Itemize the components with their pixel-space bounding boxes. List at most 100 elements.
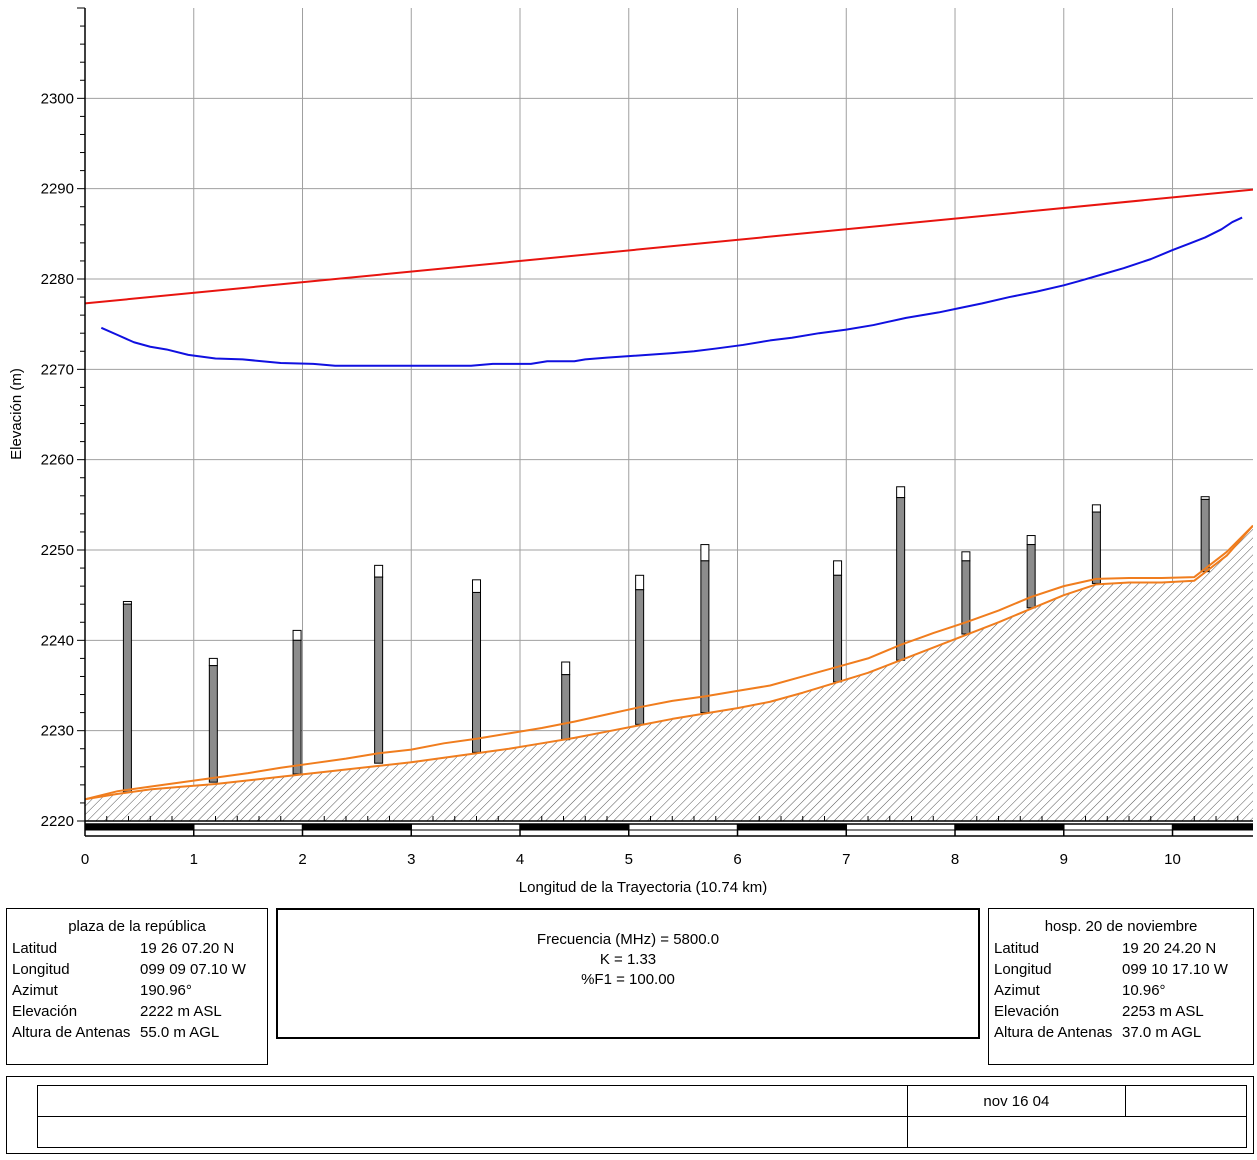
- scale-bar-segment: [955, 824, 1064, 830]
- y-tick-label: 2300: [41, 90, 74, 107]
- obstruction-cap: [1026, 535, 1036, 546]
- path-profile-chart: 2220 2230 2240 2250 2260 2270 2280 2290 2300 0 1 2 3…: [8, 7, 1253, 896]
- site-info-value: 19 20 24.20 N: [1122, 940, 1217, 957]
- site-info-row: Altura de Antenas 37.0 m AGL: [989, 1022, 1253, 1043]
- title-block: nov 16 04: [6, 1076, 1254, 1154]
- obstructions: [122, 486, 1210, 793]
- frequency-text: Frecuencia (MHz) = 5800.0: [536, 931, 720, 948]
- site-info-label: Altura de Antenas: [994, 1024, 1113, 1041]
- site-a-name: plaza de la república: [68, 918, 206, 935]
- title-block-cell: [1125, 1085, 1247, 1117]
- obstruction-bar: [561, 674, 571, 741]
- obstruction-bar: [700, 560, 710, 714]
- obstruction-cap: [961, 551, 971, 562]
- x-tick-label: 5: [625, 851, 633, 868]
- site-info-row: Latitud 19 20 24.20 N: [989, 938, 1253, 959]
- x-tick-label: 10: [1164, 851, 1181, 868]
- y-tick-label: 2270: [41, 361, 74, 378]
- x-tick-label: 7: [842, 851, 850, 868]
- link-parameters-panel: Frecuencia (MHz) = 5800.0 K = 1.33 %F1 =…: [276, 908, 980, 1039]
- obstruction-bar: [122, 603, 132, 793]
- site-info-value: 10.96°: [1122, 982, 1166, 999]
- obstruction-cap: [833, 560, 843, 576]
- axes: [84, 8, 1253, 824]
- site-a-panel: plaza de la república Latitud 19 26 07.20…: [6, 908, 268, 1065]
- site-info-value: 099 10 17.10 W: [1122, 961, 1228, 978]
- y-axis-label: Elevación (m): [8, 368, 25, 460]
- site-info-row: Elevación 2222 m ASL: [7, 1001, 267, 1022]
- site-info-label: Azimut: [12, 982, 58, 999]
- site-info-row: Altura de Antenas 55.0 m AGL: [7, 1022, 267, 1043]
- obstruction-cap: [700, 544, 710, 562]
- obstruction-cap: [208, 657, 218, 667]
- site-a-rows: Latitud 19 26 07.20 N Longitud 099 09 07.10…: [7, 938, 267, 1043]
- y-tick-label: 2290: [41, 181, 74, 198]
- site-info-row: Elevación 2253 m ASL: [989, 1001, 1253, 1022]
- site-info-value: 37.0 m AGL: [1122, 1024, 1202, 1041]
- x-tick-label: 4: [516, 851, 524, 868]
- terrain-fill: [85, 525, 1253, 821]
- site-info-row: Azimut 190.96°: [7, 980, 267, 1001]
- site-b-rows: Latitud 19 20 24.20 N Longitud 099 10 17.10…: [989, 938, 1253, 1043]
- scale-bar-segment: [520, 824, 629, 830]
- site-info-row: Longitud 099 10 17.10 W: [989, 959, 1253, 980]
- site-info-value: 2222 m ASL: [140, 1003, 222, 1020]
- obstruction-cap: [472, 579, 482, 593]
- obstruction-bar: [1091, 511, 1101, 584]
- series-line-fresnel-zone: [100, 216, 1243, 367]
- k-factor-text: K = 1.33: [599, 951, 657, 968]
- y-tick-label: 2230: [41, 723, 74, 740]
- site-info-label: Latitud: [994, 940, 1040, 957]
- title-block-cell: [37, 1116, 908, 1148]
- site-info-value: 55.0 m AGL: [140, 1024, 220, 1041]
- scale-bar-segment: [737, 824, 847, 830]
- x-tick-label: 3: [407, 851, 415, 868]
- series-lines: [85, 188, 1253, 801]
- fresnel-percent-text: %F1 = 100.00: [581, 971, 675, 988]
- x-tick-label: 1: [190, 851, 198, 868]
- site-info-row: Azimut 10.96°: [989, 980, 1253, 1001]
- axis-ticks: 2220 2230 2240 2250 2260 2270 2280 2290 2300 0 1 2 3…: [41, 7, 1239, 868]
- y-tick-label: 2220: [41, 813, 74, 830]
- obstruction-bar: [635, 589, 645, 725]
- scale-bar-segment: [302, 824, 412, 830]
- x-axis-label: Longitud de la Trayectoria (10.74 km): [519, 879, 767, 896]
- site-info-value: 099 09 07.10 W: [140, 961, 246, 978]
- x-tick-label: 8: [951, 851, 959, 868]
- obstruction-cap: [374, 564, 384, 578]
- x-tick-label: 9: [1060, 851, 1068, 868]
- obstruction-cap: [896, 486, 906, 499]
- scale-bar-segment: [1172, 824, 1253, 830]
- obstruction-bar: [896, 497, 906, 661]
- title-block-cell: [37, 1085, 908, 1117]
- x-tick-label: 0: [81, 851, 89, 868]
- distance-scale-bar: [84, 823, 1253, 837]
- series-line-terrain-upper: [85, 524, 1253, 801]
- obstruction-bar: [1200, 498, 1210, 573]
- obstruction-bar: [472, 591, 482, 753]
- y-tick-label: 2260: [41, 452, 74, 469]
- site-info-label: Latitud: [12, 940, 58, 957]
- x-tick-label: 2: [298, 851, 306, 868]
- site-info-value: 2253 m ASL: [1122, 1003, 1204, 1020]
- site-info-value: 190.96°: [140, 982, 192, 999]
- site-info-value: 19 26 07.20 N: [140, 940, 235, 957]
- series-line-line-of-sight: [85, 188, 1253, 305]
- obstruction-cap: [1091, 504, 1101, 513]
- site-info-label: Azimut: [994, 982, 1040, 999]
- site-info-label: Altura de Antenas: [12, 1024, 131, 1041]
- y-tick-label: 2250: [41, 542, 74, 559]
- obstruction-bar: [374, 576, 384, 764]
- site-info-label: Longitud: [12, 961, 70, 978]
- site-info-row: Latitud 19 26 07.20 N: [7, 938, 267, 959]
- site-info-label: Elevación: [994, 1003, 1060, 1020]
- obstruction-cap: [635, 574, 645, 591]
- site-b-panel: hosp. 20 de noviembre Latitud 19 20 24.20…: [988, 908, 1254, 1065]
- series-line-terrain-lower: [85, 524, 1253, 801]
- scale-bar-segment: [85, 824, 194, 830]
- obstruction-cap: [292, 629, 302, 641]
- title-block-table: nov 16 04: [37, 1085, 1248, 1148]
- title-block-date: nov 16 04: [906, 1085, 1127, 1117]
- obstruction-bar: [292, 639, 302, 775]
- obstruction-bar: [208, 665, 218, 783]
